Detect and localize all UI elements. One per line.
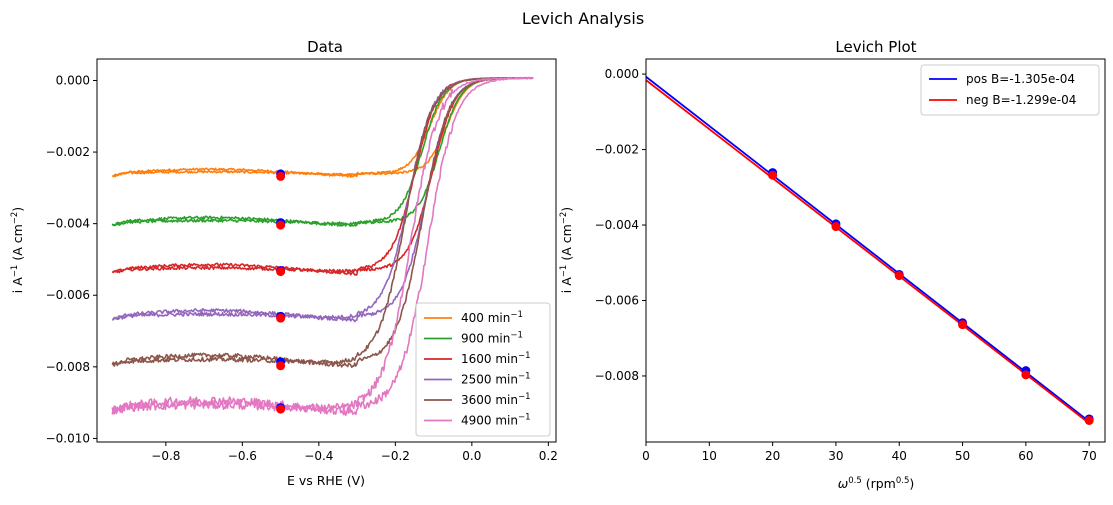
levich-panel: Levich Plot 0 10 20 30 40 50 60 70 0.000 −0.002 −…: [559, 38, 1106, 491]
y-tick-label: −0.002: [46, 145, 90, 159]
legend-label: neg B=-1.299e-04: [966, 93, 1076, 107]
data-y-ticks: 0.000 −0.002 −0.004 −0.006 −0.008 −0.010: [46, 73, 97, 445]
levich-y-ticks: 0.000 −0.002 −0.004 −0.006 −0.008: [595, 67, 646, 383]
levich-axes-frame: [645, 58, 1106, 443]
y-tick-label: −0.004: [46, 217, 90, 231]
legend-label: pos B=-1.305e-04: [966, 72, 1075, 86]
legend-label: 4900 min−1: [461, 413, 531, 428]
x-tick-label: 0: [642, 449, 650, 463]
neg-point: [1021, 370, 1031, 380]
y-tick-label: −0.008: [595, 369, 639, 383]
neg-point: [894, 271, 904, 281]
legend-label: 1600 min−1: [461, 351, 531, 366]
y-tick-label: −0.002: [595, 143, 639, 157]
x-tick-label: −0.4: [304, 449, 333, 463]
figure-title: Levich Analysis: [522, 9, 644, 28]
series-line-900-rev: [112, 76, 534, 226]
neg-marker-400: [276, 171, 286, 181]
neg-point: [958, 320, 968, 330]
levich-panel-title: Levich Plot: [835, 38, 916, 56]
series-line-4900-rev: [111, 76, 534, 415]
neg-marker-1600: [276, 267, 286, 277]
legend-label: 3600 min−1: [461, 392, 531, 407]
x-tick-label: 0.0: [462, 449, 481, 463]
x-tick-label: −0.2: [381, 449, 410, 463]
neg-marker-900: [276, 220, 286, 230]
data-x-label: E vs RHE (V): [287, 473, 365, 488]
data-x-ticks: −0.8 −0.6 −0.4 −0.2 0.0 0.2: [151, 442, 558, 463]
x-tick-label: 40: [892, 449, 907, 463]
legend-box: [920, 64, 1100, 116]
series-line-3600-rev: [112, 76, 534, 367]
series-line-900-fwd: [111, 77, 534, 227]
neg-point: [768, 170, 778, 180]
levich-legend: pos B=-1.305e-04 neg B=-1.299e-04: [920, 64, 1100, 116]
neg-marker-3600: [276, 361, 286, 371]
levich-plot-area: [645, 76, 1094, 425]
x-tick-label: 0.2: [539, 449, 558, 463]
levich-y-label: i A−1 (A cm−2): [559, 207, 574, 293]
data-panel: Data −0.8 −0.6 −0.4 −0.2 0.0 0.2 0.000 −0.002 −…: [10, 38, 558, 488]
y-tick-label: 0.000: [56, 73, 90, 87]
x-tick-label: −0.6: [228, 449, 257, 463]
x-tick-label: 10: [702, 449, 717, 463]
x-tick-label: 60: [1018, 449, 1033, 463]
neg-marker-2500: [276, 313, 286, 323]
data-plot-area: [111, 76, 534, 417]
series-line-2500-rev: [111, 76, 534, 321]
y-tick-label: −0.008: [46, 360, 90, 374]
y-tick-label: −0.010: [46, 431, 90, 445]
fit-line-pos: [645, 76, 1090, 423]
neg-point: [1084, 415, 1094, 425]
x-tick-label: 70: [1082, 449, 1097, 463]
legend-label: 400 min−1: [461, 310, 523, 325]
data-legend: 400 min−1 900 min−1 1600 min−1 2500 min−1 36…: [415, 302, 551, 437]
y-tick-label: −0.006: [46, 288, 90, 302]
neg-point: [831, 222, 841, 232]
x-tick-label: −0.8: [151, 449, 180, 463]
levich-x-ticks: 0 10 20 30 40 50 60 70: [642, 442, 1097, 463]
neg-marker-4900: [276, 404, 286, 414]
series-line-3600-fwd: [111, 77, 534, 369]
series-line-1600-fwd: [112, 77, 534, 276]
legend-label: 2500 min−1: [461, 372, 531, 387]
series-line-2500-fwd: [112, 76, 534, 323]
data-panel-title: Data: [307, 38, 343, 56]
y-tick-label: 0.000: [605, 67, 639, 81]
fit-line-neg: [645, 79, 1090, 424]
legend-box: [415, 302, 551, 437]
y-tick-label: −0.004: [595, 218, 639, 232]
data-y-label: i A−1 (A cm−2): [10, 207, 25, 293]
x-tick-label: 50: [955, 449, 970, 463]
levich-x-label: ω0.5 (rpm0.5): [838, 476, 915, 491]
x-tick-label: 30: [828, 449, 843, 463]
y-tick-label: −0.006: [595, 293, 639, 307]
x-tick-label: 20: [765, 449, 780, 463]
legend-label: 900 min−1: [461, 331, 523, 346]
data-axes-frame: [96, 58, 557, 443]
